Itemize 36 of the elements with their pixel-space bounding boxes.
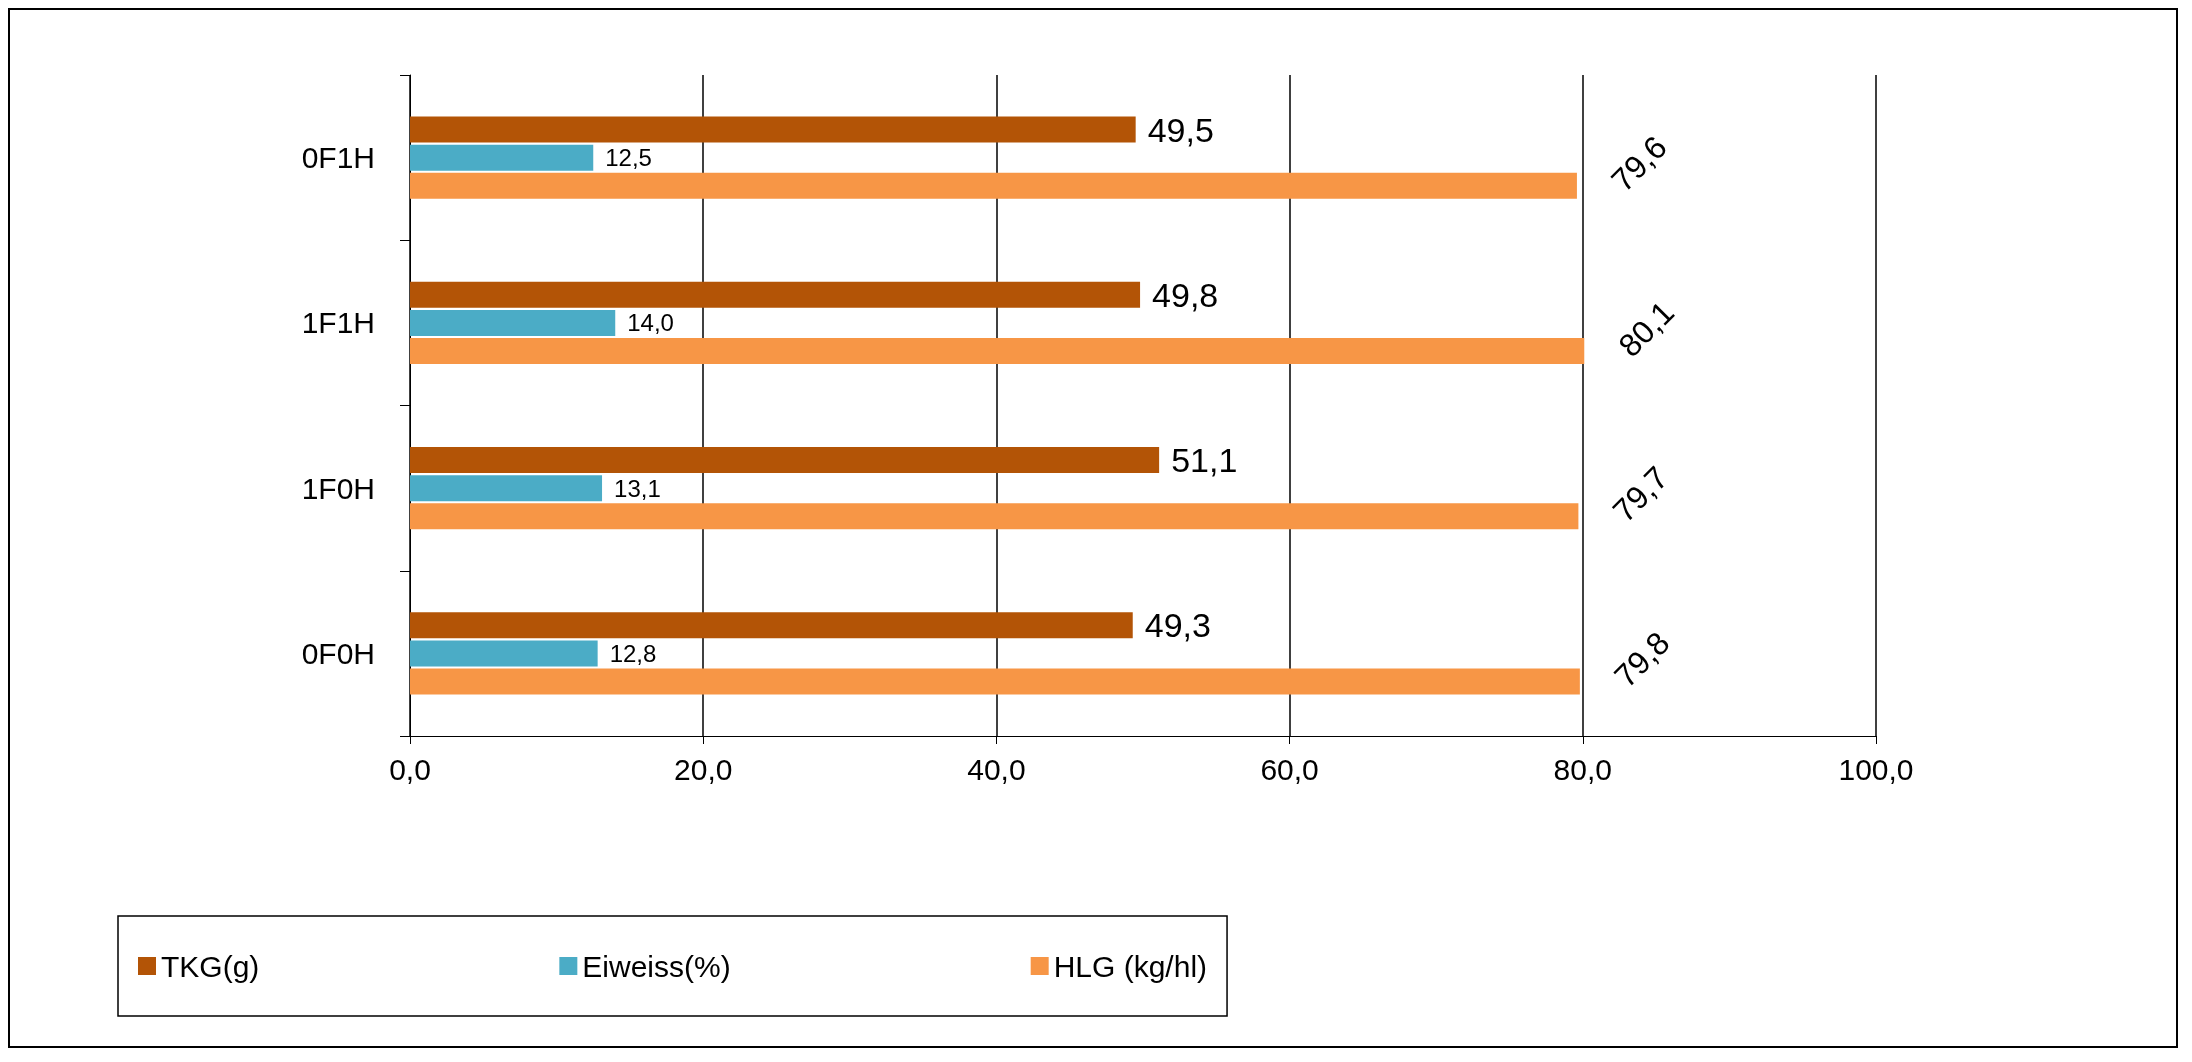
x-tick-label: 80,0: [1553, 752, 1612, 786]
data-label: 49,5: [1147, 110, 1214, 149]
bar: [410, 144, 594, 171]
data-label: 13,1: [614, 474, 661, 502]
data-label: 14,0: [627, 309, 674, 337]
bar: [410, 309, 616, 336]
data-label: 79,8: [1607, 624, 1677, 695]
data-label: 79,6: [1604, 128, 1674, 199]
legend-label: Eiweiss(%): [582, 949, 731, 983]
data-label: 49,8: [1152, 275, 1219, 314]
bar: [410, 172, 1577, 199]
data-label: 12,8: [609, 639, 657, 667]
bar: [410, 116, 1136, 143]
x-tick-label: 60,0: [1260, 752, 1319, 786]
y-tick-label: 1F0H: [301, 471, 375, 505]
bar: [410, 447, 1160, 474]
x-tick-label: 40,0: [967, 752, 1026, 786]
x-tick-label: 0,0: [389, 752, 431, 786]
data-label: 12,5: [605, 144, 652, 172]
bar: [410, 640, 598, 667]
bar: [410, 503, 1579, 530]
bar: [410, 281, 1141, 308]
x-tick-label: 20,0: [674, 752, 733, 786]
bar: [410, 612, 1133, 639]
legend-label: TKG(g): [161, 949, 260, 983]
y-tick-label: 0F1H: [301, 141, 375, 175]
bar: [410, 337, 1585, 364]
y-tick-label: 0F0H: [301, 636, 375, 670]
bar: [410, 475, 603, 502]
data-label: 80,1: [1611, 294, 1682, 364]
bar: [410, 668, 1580, 695]
data-label: 49,3: [1144, 606, 1211, 645]
x-tick-label: 100,0: [1838, 752, 1914, 786]
data-label: 51,1: [1171, 441, 1238, 480]
y-tick-label: 1F1H: [301, 306, 375, 340]
legend-label: HLG (kg/hl): [1053, 949, 1208, 983]
